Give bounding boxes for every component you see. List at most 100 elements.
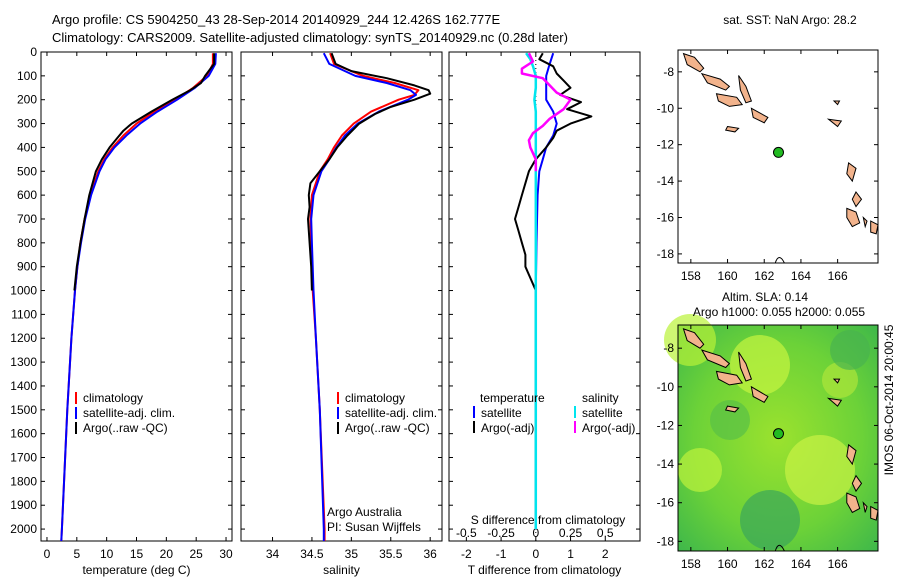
- temperature-ytick-label: 1900: [10, 498, 37, 512]
- map_sla-ytick-label: -8: [663, 341, 674, 355]
- difference-top-label: S difference from climatology: [471, 513, 626, 527]
- salinity-frame: [240, 51, 443, 542]
- map_sla-island: [738, 351, 753, 382]
- sla-map-title-line1: Altim. SLA: 0.14: [722, 290, 808, 304]
- temperature-satellite-line: [60, 53, 217, 542]
- salinity-legend-label: climatology: [345, 391, 405, 405]
- temperature-ytick-label: 1400: [10, 379, 37, 393]
- sst-map-panel: 158 160 162 164 166 -8 -10 -12 -14 -16 -18 sat. SST…: [657, 13, 879, 283]
- salinity-panel: 34 34.5 35 35.5 36 salinity climatologysatelli…: [240, 51, 443, 577]
- map_sst-island: [682, 52, 705, 73]
- sla-map-anomaly-patch: [740, 490, 800, 550]
- sst-map-title: sat. SST: NaN Argo: 28.2: [723, 13, 857, 27]
- difference-legend-label: satellite: [582, 406, 623, 420]
- map_sla-xtick-label: 164: [791, 557, 811, 571]
- difference-xtick-label: -1: [496, 547, 507, 561]
- watermark-timestamp: IMOS 06-Oct-2014 20:00:45: [882, 324, 896, 475]
- temperature-ytick-label: 0: [30, 45, 37, 59]
- difference-legend-temperature-title: temperature: [480, 391, 545, 405]
- salinity-xtick-label: 35: [345, 547, 359, 561]
- salinity-legend-label: satellite-adj. clim.: [345, 406, 437, 420]
- temperature-ytick-label: 500: [17, 164, 37, 178]
- map_sst-island: [870, 220, 879, 235]
- sla-map-anomaly-patch: [822, 362, 858, 398]
- difference-temperature-satellite-line: [534, 52, 558, 530]
- map_sla-island: [724, 405, 740, 413]
- map_sst-island: [750, 107, 769, 124]
- salinity-argo-line: [307, 52, 432, 291]
- temperature-ytick-label: 1700: [10, 451, 37, 465]
- temperature-ytick-label: 2000: [10, 522, 37, 536]
- map_sla-island: [846, 443, 857, 466]
- map_sla-argo-marker: [772, 428, 784, 440]
- difference-xtick-label: -2: [461, 547, 472, 561]
- map_sla-xtick-label: 160: [718, 557, 738, 571]
- map_sla-island: [851, 474, 863, 493]
- difference-xtick-label: 2: [602, 547, 609, 561]
- map_sst-ytick-label: -18: [657, 247, 675, 261]
- temperature-ytick-label: 900: [17, 260, 37, 274]
- temperature-panel: 0100200300400500600700800900100011001200…: [10, 45, 233, 577]
- temperature-ytick-label: 100: [17, 69, 37, 83]
- temperature-argo-line: [73, 53, 216, 291]
- temperature-xtick-label: 15: [130, 547, 144, 561]
- difference-panel: -2 -1 0 1 2 T difference from climatology -0.5…: [448, 51, 641, 577]
- temperature-ytick-label: 1300: [10, 355, 37, 369]
- salinity-xtick-label: 34.5: [300, 547, 324, 561]
- map_sst-frame: [677, 49, 879, 264]
- temperature-ytick-label: 800: [17, 236, 37, 250]
- difference-legend-label: satellite: [481, 406, 522, 420]
- map_sst-xtick-label: 166: [828, 269, 848, 283]
- map_sst-island: [851, 191, 863, 208]
- temperature-legend-label: satellite-adj. clim.: [83, 406, 175, 420]
- map_sla-xtick-label: 166: [828, 557, 848, 571]
- sla-map-panel: 158 160 162 164 166 -8 -10 -12 -14 -16 -18 Altim. S…: [657, 290, 879, 571]
- salinity-xtick-label: 34: [266, 547, 280, 561]
- map_sla-island: [846, 492, 861, 514]
- map_sla-xtick-label: 162: [754, 557, 774, 571]
- map_sla-island: [870, 505, 879, 521]
- temperature-xtick-label: 20: [160, 547, 174, 561]
- temperature-xtick-label: 30: [219, 547, 233, 561]
- difference-legend-salinity-title: salinity: [582, 391, 619, 405]
- map_sla-ytick-label: -12: [657, 418, 675, 432]
- map_sst-island: [738, 75, 753, 104]
- salinity-legend-label: Argo(..raw -QC): [345, 421, 430, 435]
- difference-temperature-argo-line: [514, 52, 593, 530]
- temperature-xtick-label: 5: [73, 547, 80, 561]
- temperature-xtick-label: 10: [100, 547, 114, 561]
- map_sst-argo-marker: [772, 146, 784, 158]
- map_sla-coastline: [774, 544, 785, 552]
- temperature-xtick-label: 0: [44, 547, 51, 561]
- map_sla-island: [700, 349, 731, 369]
- figure-title-line2: Climatology: CARS2009. Satellite-adjuste…: [52, 30, 568, 45]
- temperature-ytick-label: 700: [17, 212, 37, 226]
- map_sla-island: [862, 501, 868, 513]
- map_sla-ytick-label: -10: [657, 380, 675, 394]
- map_sst-xtick-label: 158: [681, 269, 701, 283]
- map_sst-island: [862, 216, 868, 229]
- map_sst-ytick-label: -14: [657, 174, 675, 188]
- map_sst-island: [724, 125, 740, 133]
- temperature-ytick-label: 1200: [10, 331, 37, 345]
- map_sla-island: [832, 378, 841, 384]
- difference-xtick-label: 1: [567, 547, 574, 561]
- map_sst-island: [832, 100, 841, 106]
- temperature-ytick-label: 1600: [10, 427, 37, 441]
- map_sst-ytick-label: -16: [657, 210, 675, 224]
- map_sst-ytick-label: -12: [657, 138, 675, 152]
- difference-legend-label: Argo(-adj): [582, 421, 635, 435]
- temperature-ytick-label: 1000: [10, 284, 37, 298]
- temperature-frame: [40, 51, 233, 542]
- sla-map-anomaly-patch: [678, 448, 722, 492]
- difference-salinity-argo-line: [520, 52, 572, 172]
- temperature-xtick-label: 25: [190, 547, 204, 561]
- difference-xlabel: T difference from climatology: [468, 563, 622, 577]
- map_sla-ytick-label: -16: [657, 496, 675, 510]
- temperature-ytick-label: 300: [17, 117, 37, 131]
- map_sst-island: [826, 118, 843, 128]
- map_sst-island: [715, 93, 744, 107]
- salinity-xtick-label: 36: [423, 547, 437, 561]
- map_sla-xtick-label: 158: [681, 557, 701, 571]
- map_sst-island: [846, 162, 857, 183]
